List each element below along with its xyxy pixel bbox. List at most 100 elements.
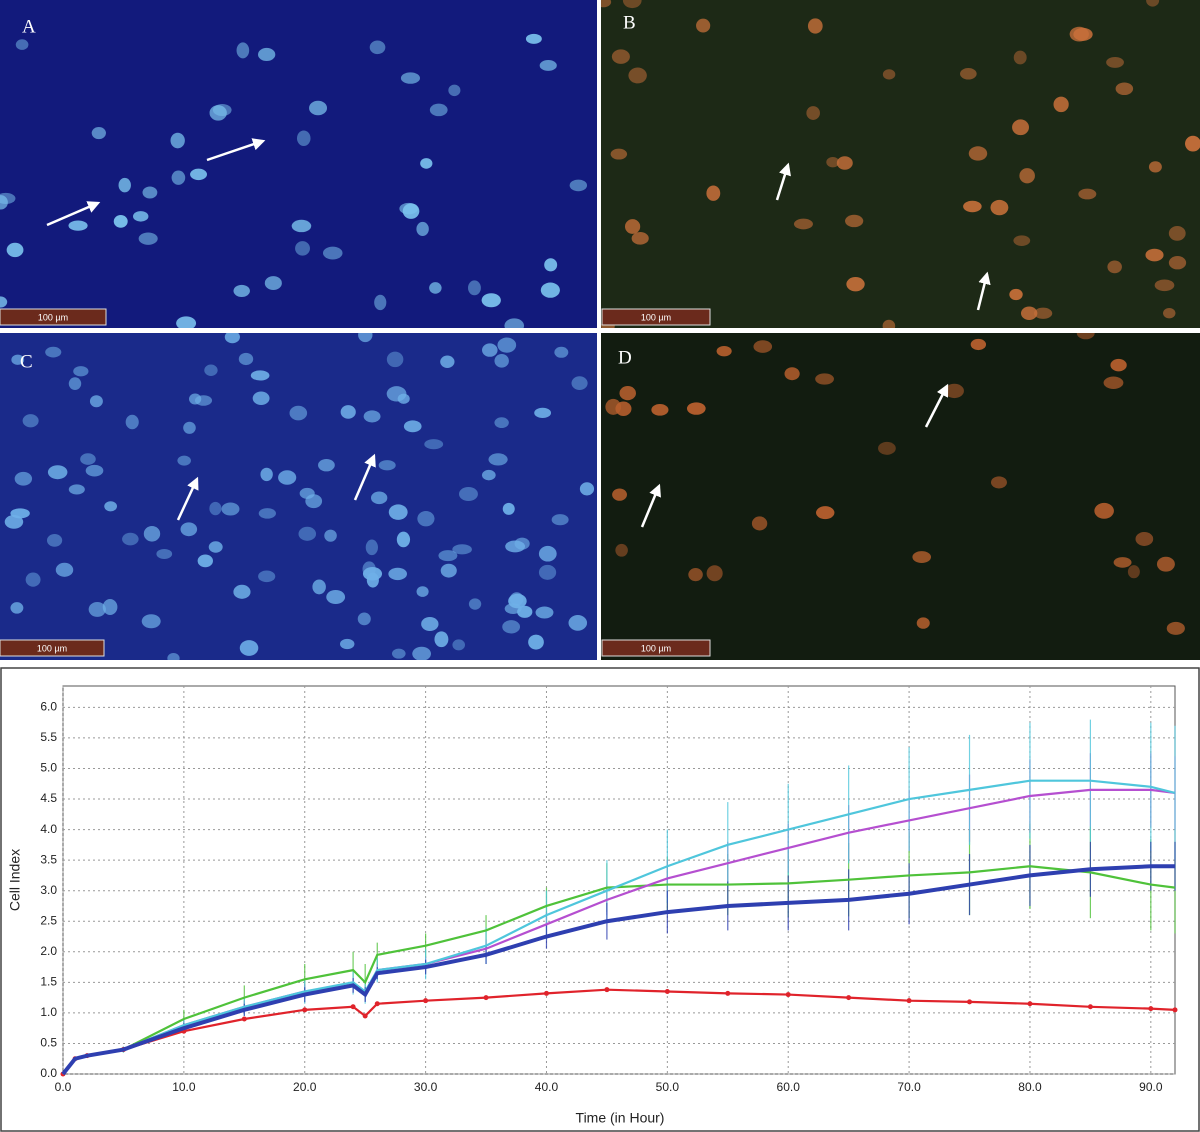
nucleus	[340, 405, 356, 419]
scale-bar-label: 100 µm	[38, 312, 68, 322]
nucleus	[209, 501, 222, 516]
nucleus	[85, 464, 104, 477]
panel-d	[601, 333, 1200, 660]
nucleus	[167, 653, 180, 660]
nucleus	[402, 203, 420, 219]
nucleus	[197, 554, 213, 568]
nucleus	[916, 617, 930, 629]
nucleus	[1107, 260, 1122, 274]
point	[483, 995, 489, 1001]
nucleus	[538, 545, 557, 562]
series-line	[62, 779, 1176, 1075]
nucleus	[22, 414, 39, 428]
nucleus	[295, 241, 310, 256]
nucleus	[502, 502, 515, 515]
nucleus	[539, 60, 557, 71]
nucleus	[826, 156, 840, 168]
nucleus	[125, 414, 139, 430]
nucleus	[80, 453, 96, 465]
point	[846, 995, 852, 1001]
nucleus	[260, 467, 273, 482]
nucleus	[696, 18, 711, 33]
y-tick-label: 2.0	[40, 944, 57, 958]
point	[1027, 1001, 1033, 1007]
nucleus	[551, 514, 569, 526]
x-tick-label: 90.0	[1139, 1080, 1163, 1094]
nucleus	[912, 551, 932, 564]
nucleus	[68, 484, 85, 495]
nucleus	[183, 421, 196, 434]
nucleus	[194, 395, 213, 406]
nucleus	[252, 391, 270, 406]
nucleus	[440, 355, 455, 368]
point	[350, 1004, 356, 1010]
nucleus	[133, 211, 149, 222]
nucleus	[1076, 333, 1095, 340]
nucleus	[122, 532, 139, 546]
nucleus	[46, 534, 63, 547]
point	[785, 992, 791, 998]
nucleus	[540, 282, 560, 298]
nucleus	[568, 615, 588, 631]
nucleus	[816, 506, 835, 520]
panel-label: B	[623, 12, 636, 33]
nucleus	[1033, 307, 1053, 319]
scale-bars	[0, 308, 711, 657]
nucleus	[0, 192, 16, 205]
nucleus	[55, 562, 74, 577]
nucleus	[88, 601, 106, 617]
y-tick-label: 4.0	[40, 822, 57, 836]
nucleus	[806, 106, 820, 120]
nucleus	[815, 373, 834, 385]
nucleus	[793, 218, 813, 230]
nucleus	[1148, 161, 1162, 173]
nucleus	[10, 508, 30, 519]
nucleus	[1009, 288, 1023, 301]
nucleus	[504, 318, 525, 328]
x-tick-label: 50.0	[656, 1080, 680, 1094]
nucleus	[440, 563, 457, 578]
nucleus	[318, 458, 335, 472]
nucleus	[412, 646, 432, 660]
nucleus	[544, 258, 558, 272]
nucleus	[960, 68, 977, 80]
nucleus	[509, 592, 524, 606]
point	[543, 990, 549, 996]
nucleus	[622, 0, 642, 9]
nucleus	[1103, 376, 1124, 390]
nucleus	[452, 544, 472, 555]
nucleus	[688, 568, 703, 582]
nucleus	[0, 296, 8, 308]
point	[1148, 1006, 1154, 1012]
nucleus	[326, 589, 346, 605]
nucleus	[1185, 135, 1200, 152]
nucleus	[397, 393, 410, 404]
nucleus	[369, 40, 386, 55]
nucleus	[15, 39, 29, 50]
nucleus	[528, 634, 544, 650]
scale-bar-label: 100 µm	[641, 312, 671, 322]
panel-b	[601, 0, 1200, 328]
nucleus	[190, 168, 208, 181]
point	[664, 989, 670, 995]
nucleus	[250, 370, 270, 381]
nucleus	[362, 561, 376, 577]
nucleus	[1168, 255, 1187, 270]
nucleus	[481, 469, 496, 481]
nucleus	[502, 620, 521, 634]
nucleus	[610, 148, 628, 160]
nucleus	[882, 69, 896, 80]
nucleus	[89, 395, 103, 408]
panel-a	[0, 0, 597, 328]
nucleus	[624, 219, 641, 234]
nucleus	[1156, 556, 1175, 572]
y-tick-label: 1.5	[40, 975, 57, 989]
nucleus	[571, 376, 588, 391]
nucleus	[378, 460, 396, 471]
nucleus	[221, 502, 240, 516]
nucleus	[358, 333, 373, 343]
nucleus	[156, 548, 173, 559]
point	[423, 998, 429, 1004]
nucleus	[836, 156, 853, 170]
nucleus	[238, 352, 254, 366]
